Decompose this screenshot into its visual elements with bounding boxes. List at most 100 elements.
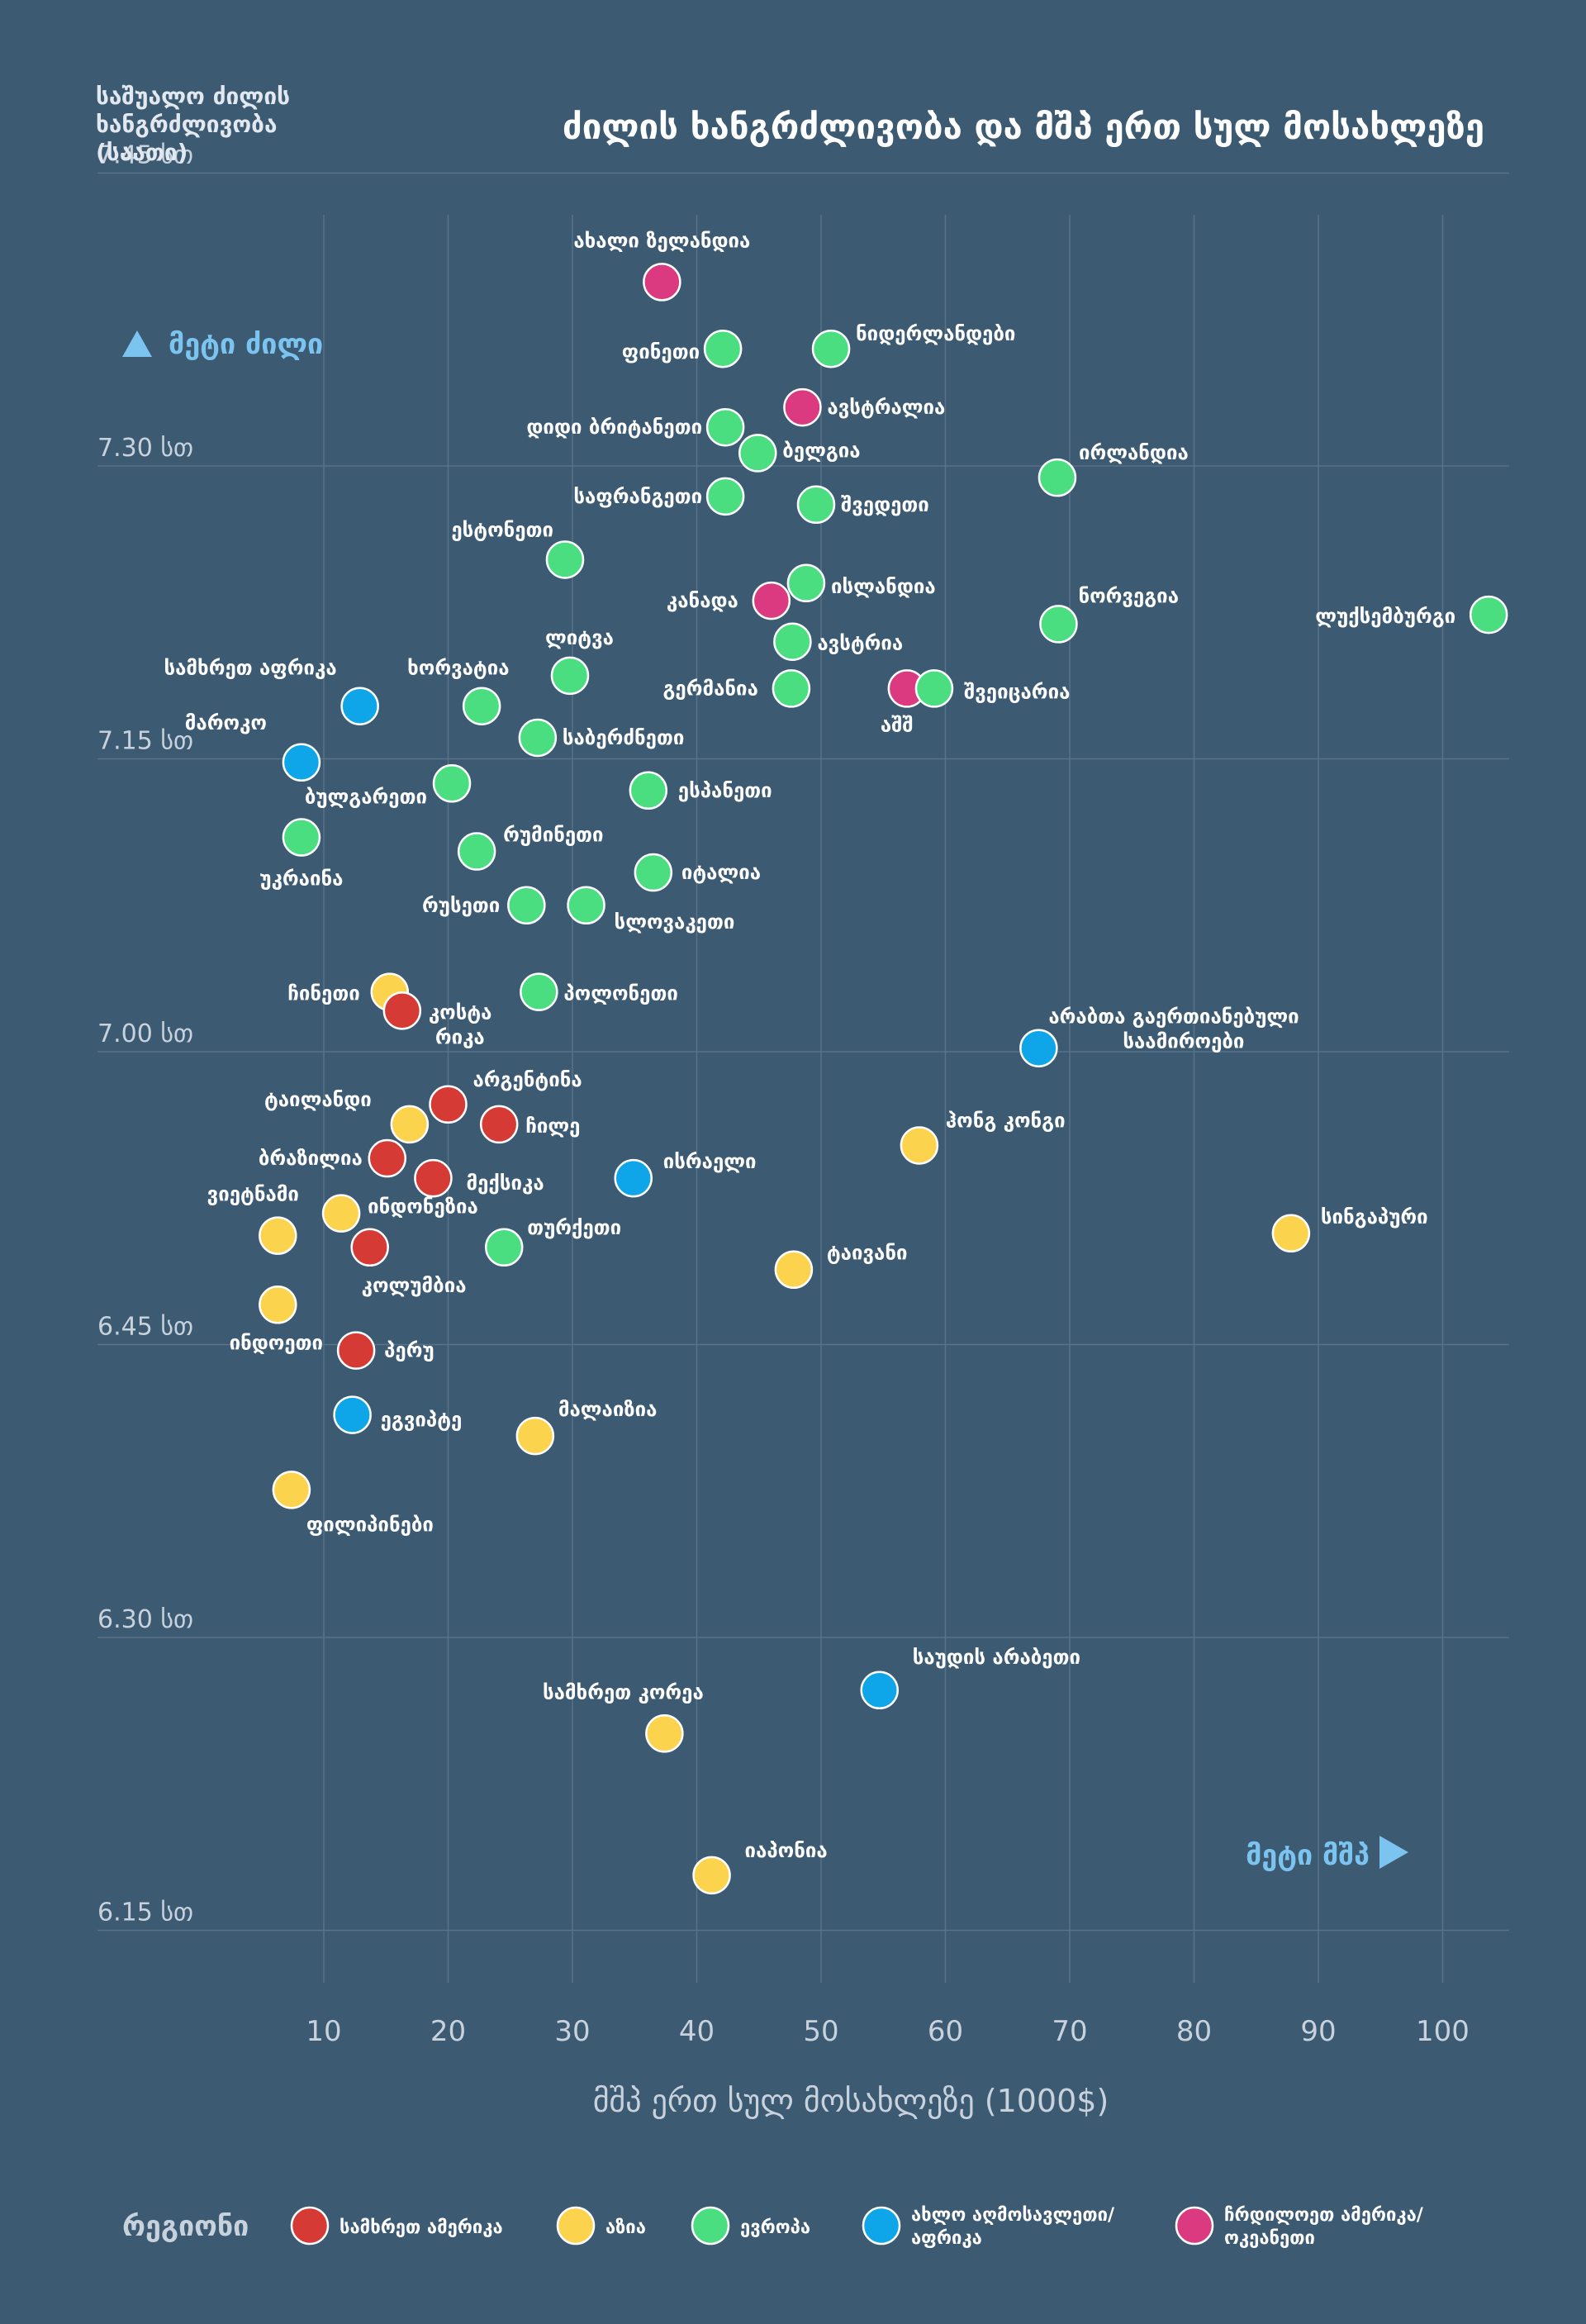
point-eu[interactable] [738,434,777,473]
point-label: კოსტა [429,1000,492,1024]
up-triangle-icon [122,330,152,357]
point-label: პერუ [384,1339,434,1362]
y-tick-label: 7.45 სთ [97,141,193,170]
point-label: კოლუმბია [362,1274,467,1297]
point-asia[interactable] [259,1286,297,1324]
legend-title: რეგიონი [122,2210,249,2243]
point-eu[interactable] [518,718,558,758]
point-mena[interactable] [1019,1029,1058,1067]
legend-label: აფრიკა [911,2228,982,2249]
legend: რეგიონი სამხრეთ ამერიკა აზია ევროპა ახლო აღმ… [122,2205,1424,2249]
point-asia[interactable] [774,1250,814,1289]
point-label: ესტონეთი [451,518,553,541]
x-axis-title: მშპ ერთ სულ მოსახლეზე (1000$) [593,2083,1109,2119]
point-eu[interactable] [457,832,496,871]
point-sa[interactable] [368,1138,407,1178]
grid-layer [97,172,1509,1983]
point-sa[interactable] [429,1085,468,1124]
point-label: ნორვეგია [1078,584,1179,607]
point-eu[interactable] [432,764,472,803]
point-mena[interactable] [860,1671,899,1710]
point-eu[interactable] [786,563,826,603]
point-asia[interactable] [692,1856,731,1895]
point-eu[interactable] [773,622,812,661]
y-tick-label: 6.30 სთ [97,1605,193,1634]
point-eu[interactable] [507,886,546,924]
point-eu[interactable] [282,818,321,857]
point-eu[interactable] [1469,595,1508,634]
point-asia[interactable] [645,1714,684,1753]
point-label: მექსიკა [466,1172,544,1195]
point-eu[interactable] [567,886,605,924]
point-asia[interactable] [321,1194,361,1233]
point-na[interactable] [752,581,791,620]
point-sa[interactable] [414,1158,453,1198]
point-label: არგენტინა [473,1068,582,1091]
point-eu[interactable] [796,485,836,525]
point-asia[interactable] [390,1105,430,1144]
point-asia[interactable] [272,1471,311,1509]
point-label: სამხრეთ კორეა [543,1680,704,1704]
point-mena[interactable] [340,687,379,725]
point-label: ირლანდია [1079,441,1189,464]
legend-label: სამხრეთ ამერიკა [340,2217,503,2238]
point-eu[interactable] [520,972,558,1011]
legend-label: აზია [605,2217,646,2238]
point-label: საფრანგეთი [573,485,702,508]
point-label: საუდის არაბეთი [913,1646,1080,1669]
point-eu[interactable] [705,407,745,447]
y-tick-label: 6.15 სთ [97,1899,193,1927]
labels-layer: ახალი ზელანდია ფინეთი ნიდერლანდები ავსტრალი… [164,229,1455,1861]
point-label: ლიტვა [545,626,614,649]
point-label: სინგაპური [1321,1205,1428,1229]
point-eu[interactable] [811,329,851,368]
point-eu[interactable] [550,656,590,696]
point-eu[interactable] [772,669,811,708]
point-label: იაპონია [745,1839,828,1862]
point-eu[interactable] [1038,458,1077,497]
point-na[interactable] [643,263,681,302]
legend-swatch[interactable] [290,2206,330,2246]
point-label: მაროკო [185,711,267,734]
point-eu[interactable] [634,853,673,892]
legend-swatch[interactable] [862,2206,901,2246]
x-tick-label: 60 [928,2015,963,2048]
point-eu[interactable] [462,687,501,725]
point-na[interactable] [783,387,822,427]
header-layer: საშუალო ძილის ხანგრძლივობა (საათი) ძილის… [96,83,1484,166]
point-asia[interactable] [900,1126,939,1165]
point-label: სლოვაკეთი [615,910,735,934]
point-label: უკრაინა [259,867,343,891]
y-tick-label: 7.15 სთ [97,727,193,756]
point-eu[interactable] [484,1228,524,1267]
point-eu[interactable] [705,477,745,516]
point-label: ტაილანდი [264,1088,372,1111]
point-label: გერმანია [662,677,757,700]
point-sa[interactable] [382,991,422,1030]
point-eu[interactable] [703,329,743,368]
point-label: რუსეთი [422,894,500,917]
annotation-more-sleep: მეტი ძილი [169,328,323,361]
point-asia[interactable] [515,1416,555,1456]
x-tick-label: 100 [1416,2015,1470,2048]
legend-swatch[interactable] [1175,2206,1214,2246]
point-sa[interactable] [350,1228,389,1267]
point-eu[interactable] [1039,605,1078,644]
x-tick-label: 90 [1300,2015,1336,2048]
point-label: ინდოეთი [230,1331,323,1354]
legend-swatch[interactable] [691,2206,730,2246]
point-eu[interactable] [629,771,668,810]
point-asia[interactable] [259,1216,297,1255]
point-sa[interactable] [336,1331,376,1370]
points-layer [259,263,1508,1895]
point-mena[interactable] [282,743,321,782]
legend-swatch[interactable] [556,2206,596,2246]
point-eu[interactable] [545,540,585,579]
point-mena[interactable] [614,1158,653,1198]
point-sa[interactable] [479,1105,519,1144]
point-asia[interactable] [1271,1214,1311,1253]
point-mena[interactable] [333,1395,372,1434]
point-eu[interactable] [914,669,954,708]
